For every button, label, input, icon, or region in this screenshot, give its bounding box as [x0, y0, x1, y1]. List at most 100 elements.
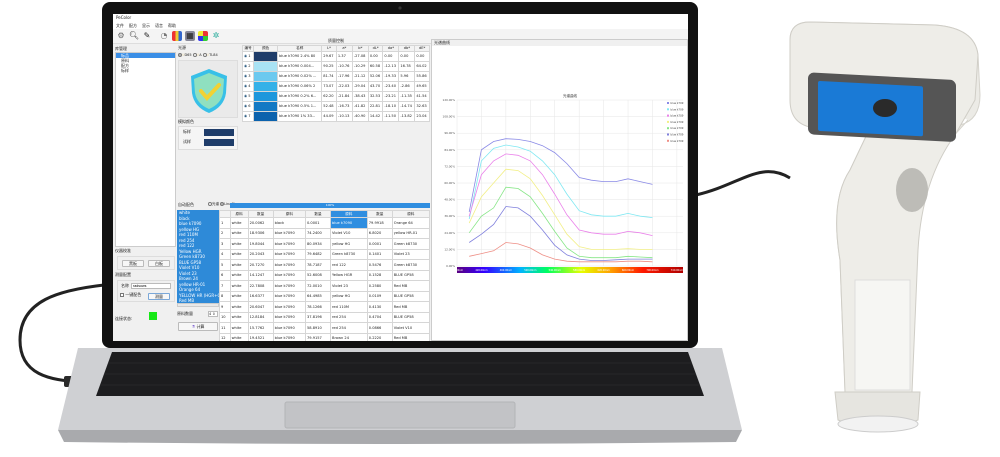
formula-cell: blue k7090: [330, 217, 368, 229]
material-list-item[interactable]: black: [179, 215, 190, 221]
tree-item-standard[interactable]: 标品: [116, 53, 175, 58]
quality-row[interactable]: ◉ 4 blue k7090 0.06% 2 73.07 -22.03 -29.04 43…: [241, 81, 430, 92]
name-input[interactable]: [131, 283, 171, 289]
measure-button[interactable]: 测量: [148, 293, 170, 300]
checkbox-box[interactable]: [120, 293, 124, 297]
menu-help[interactable]: 帮助: [168, 23, 176, 28]
menu-formula[interactable]: 配方: [129, 23, 137, 28]
gauge-icon[interactable]: ◔: [160, 31, 168, 41]
formula-row[interactable]: 1 white 20.0062 black 0.0001 blue k7090 79.991…: [219, 217, 430, 229]
formula-cell: 78.1266: [304, 301, 332, 313]
quality-title: 质量控制: [328, 38, 344, 43]
menu-language[interactable]: 语言: [155, 23, 163, 28]
formula-cell: 79.9157: [304, 332, 332, 341]
tree-item-material[interactable]: 原料: [121, 58, 129, 63]
palette-icon[interactable]: ▦: [185, 31, 195, 41]
quality-row[interactable]: ◉ 2 blue k7090 0.004... 90.25 -10.76 -10.29 6…: [241, 61, 430, 72]
one-key-checkbox[interactable]: 一键配色: [120, 292, 141, 298]
quality-row[interactable]: ◉ 7 blue k7090 1% 33... 44.09 -10.13 -40.90 1…: [241, 111, 430, 122]
pen-icon[interactable]: ✎: [143, 31, 151, 41]
formula-cell: 0.2220: [366, 332, 393, 341]
row-index: 9: [221, 304, 224, 309]
measure-config-label: 测量配置: [115, 272, 131, 277]
formula-cell: 20.7270: [247, 259, 274, 271]
color-grid-icon[interactable]: [198, 31, 208, 41]
material-list-item[interactable]: Violet 23: [179, 270, 197, 276]
sample-icon: ◉: [244, 94, 248, 99]
device-screen: [818, 80, 923, 137]
tree-item-sample[interactable]: 标样: [121, 68, 129, 73]
formula-row[interactable]: 4 white 20.2043 blue k7090 79.6482 Green k873…: [219, 248, 430, 260]
material-list-scrollbar[interactable]: [177, 303, 219, 307]
material-list-item[interactable]: yellow HR-01: [179, 281, 206, 287]
material-list-item[interactable]: yellow HG: [179, 226, 200, 232]
formula-row-number: 8: [219, 290, 231, 302]
formula-cell: 0.0866: [366, 322, 393, 334]
progress-text: 100%: [325, 203, 335, 207]
material-list-item[interactable]: red 122: [179, 243, 195, 248]
calculate-button[interactable]: ⚗ 计算: [178, 322, 218, 331]
formula-row[interactable]: 7 white 22.7808 blue k7090 72.0010 Violet 23 0…: [219, 280, 430, 292]
material-list-item[interactable]: Orange 64: [179, 287, 201, 292]
material-list-item[interactable]: BLUE GP58: [179, 259, 202, 265]
formula-row[interactable]: 11 white 15.7762 blue k7090 58.8910 red 254 0.…: [219, 322, 430, 334]
material-list-item[interactable]: Yellow HGR: [179, 248, 202, 254]
formula-cell: Red MB: [391, 332, 430, 341]
formula-row[interactable]: 12 white 19.4521 blue k7090 79.9157 Brown 24 0…: [219, 332, 430, 341]
formula-row[interactable]: 9 white 20.6047 blue k7090 78.1266 red 110M 0.…: [219, 301, 430, 313]
formula-row[interactable]: 5 white 20.7270 blue k7090 78.7187 red 122 0.5…: [219, 259, 430, 271]
formula-row[interactable]: 3 white 19.8044 blue k7090 80.0934 yellow HG 0…: [219, 238, 430, 250]
menu-view[interactable]: 显示: [142, 23, 150, 28]
quality-cell: -38.43: [351, 91, 369, 102]
settings-icon[interactable]: ✲: [212, 31, 220, 41]
row-index: 2: [221, 231, 224, 236]
x-tick-label: 580.00nm: [573, 269, 586, 272]
material-list[interactable]: white black blue k7090 yellow HG red 110M red…: [177, 210, 219, 303]
material-list-item[interactable]: red 110M: [179, 232, 198, 237]
white-calibration-button[interactable]: 白板: [148, 260, 170, 267]
material-list-item[interactable]: Red MB: [179, 298, 195, 303]
formula-cell: 0.5476: [366, 259, 393, 271]
gear-icon[interactable]: ⚙: [117, 31, 125, 41]
light-a-radio[interactable]: 💡︎A: [192, 53, 202, 57]
light-tl84-radio[interactable]: 💡︎TL84: [202, 53, 218, 57]
formula-cell: white: [229, 332, 249, 341]
formula-row-number: 1: [219, 217, 231, 229]
material-list-item[interactable]: Green k8730: [179, 254, 205, 259]
formula-row[interactable]: 10 white 12.8184 blue k7090 37.8196 red 254 0.…: [219, 311, 430, 323]
light-d65-radio[interactable]: 💡︎D65: [178, 53, 192, 57]
formula-cell: 20.2043: [247, 248, 274, 260]
formula-row[interactable]: 6 white 14.1247 blue k7090 52.6008 Yellow HGR…: [219, 269, 430, 281]
formula-cell: 0.2580: [366, 280, 393, 292]
menu-bar: 文件 配方 显示 语言 帮助: [113, 22, 688, 29]
formula-cell: blue k7090: [272, 311, 306, 323]
material-list-item[interactable]: red 254: [179, 237, 195, 243]
formula-row[interactable]: 8 white 16.6377 blue k7090 64.4985 yellow HG 0…: [219, 290, 430, 302]
quality-row[interactable]: ◉ 1 blue k7090 2.4% 80 29.67 1.37 -27.08 0.00…: [241, 51, 430, 62]
tree-item-formula[interactable]: 配方: [121, 63, 129, 68]
quality-row[interactable]: ◉ 5 blue k7090 0.2% 6... 62.20 -21.84 -38.43…: [241, 91, 430, 102]
search-icon[interactable]: 🔍︎: [128, 31, 140, 41]
material-count-stepper[interactable]: 4 ⇕: [208, 311, 218, 317]
material-list-item[interactable]: Violet V10: [179, 265, 200, 270]
formula-table: 原料 数量 原料 数量 原料 数量 原料 1 white 20.0062 black 0.0001 bl…: [219, 210, 430, 341]
formula-row[interactable]: 2 white 18.9306 blue k7090 74.2400 Violet V10…: [219, 227, 430, 239]
quality-row[interactable]: ◉ 6 blue k7090 0.5% 1... 52.48 -16.73 -41.82…: [241, 101, 430, 112]
material-list-item[interactable]: blue k7090: [179, 221, 202, 226]
menu-file[interactable]: 文件: [116, 23, 124, 28]
formula-cell: blue k7090: [272, 269, 306, 281]
material-list-item[interactable]: YELLOW HR (HGR+O...: [179, 292, 219, 298]
quality-cell: 43.70: [367, 81, 384, 92]
quality-row[interactable]: ◉ 3 blue k7090 0.02% ... 81.74 -17.96 -21.12…: [241, 71, 430, 82]
formula-row-number: 9: [219, 301, 231, 313]
material-list-item[interactable]: white: [179, 210, 190, 215]
material-list-item[interactable]: Brown 24: [179, 276, 198, 281]
formula-cell: 20.0062: [247, 217, 274, 229]
color-bars-icon[interactable]: [172, 31, 182, 41]
row-number: ◉ 2: [241, 61, 255, 72]
black-calibration-button[interactable]: 黑板: [122, 260, 144, 267]
mode-spectrum-radio[interactable]: 光谱: [208, 202, 219, 206]
legend-marker: [667, 108, 669, 111]
formula-cell: Yellow HGR: [330, 269, 368, 281]
formula-cell: BLUE GP58: [391, 311, 430, 323]
